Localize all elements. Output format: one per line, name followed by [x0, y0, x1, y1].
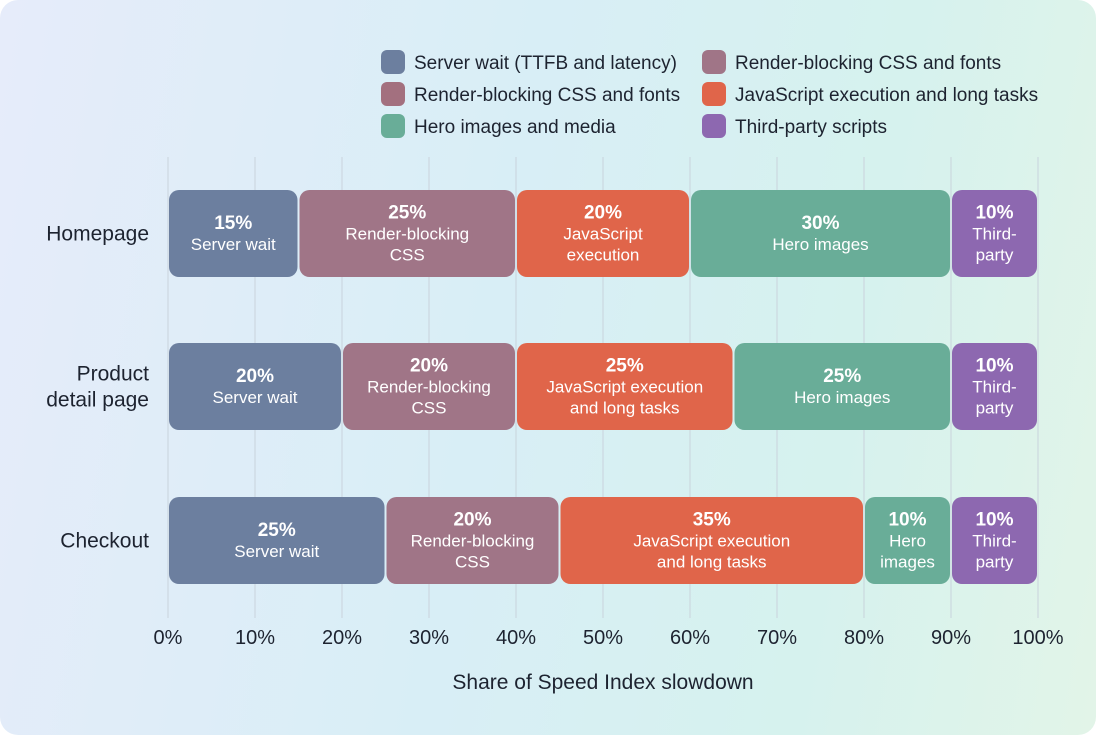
bar-value-label: 10% — [888, 510, 926, 531]
bar-segment-label: Third- — [972, 225, 1016, 244]
bar-segment-label: party — [976, 399, 1014, 418]
x-tick-label: 0% — [154, 627, 183, 649]
bar-value-label: 10% — [975, 356, 1013, 377]
bar-segment-label: Third- — [972, 378, 1016, 397]
legend-swatch — [381, 82, 405, 106]
x-tick-label: 60% — [670, 627, 710, 649]
bar-value-label: 10% — [975, 510, 1013, 531]
category-label: detail page — [46, 389, 149, 412]
legend-label: Third-party scripts — [735, 117, 887, 138]
x-tick-label: 10% — [235, 627, 275, 649]
bar-segment — [560, 497, 863, 584]
bar-segment-label: party — [976, 553, 1014, 572]
bar-value-label: 10% — [975, 203, 1013, 224]
legend-swatch — [702, 50, 726, 74]
bar-segment — [299, 190, 515, 277]
bar-segment — [952, 190, 1037, 277]
category-label: Checkout — [60, 530, 149, 553]
bar-segment-label: Server wait — [191, 235, 276, 254]
bar-segment — [865, 497, 950, 584]
bar-value-label: 20% — [584, 203, 622, 224]
bar-segment-label: images — [880, 553, 935, 572]
bar-segment — [952, 343, 1037, 430]
legend-label: Render-blocking CSS and fonts — [735, 53, 1001, 74]
bar-segment-label: JavaScript — [563, 225, 643, 244]
x-tick-label: 50% — [583, 627, 623, 649]
bar-segment-label: CSS — [412, 399, 447, 418]
legend-label: Server wait (TTFB and latency) — [414, 53, 677, 74]
x-tick-label: 40% — [496, 627, 536, 649]
bar-segment — [169, 497, 385, 584]
x-tick-label: 30% — [409, 627, 449, 649]
legend-label: Hero images and media — [414, 117, 616, 138]
bar-segment-label: Third- — [972, 532, 1016, 551]
bar-segment — [386, 497, 559, 584]
bar-segment-label: Hero images — [794, 388, 890, 407]
bar-value-label: 25% — [606, 356, 644, 377]
bar-segment-label: Server wait — [234, 542, 319, 561]
bar-segment-label: Hero — [889, 532, 926, 551]
legend-swatch — [702, 82, 726, 106]
bar-segment-label: execution — [567, 246, 640, 265]
bar-segment-label: Render-blocking — [411, 532, 535, 551]
bar-value-label: 35% — [693, 510, 731, 531]
bar-segment — [952, 497, 1037, 584]
bar-value-label: 15% — [214, 213, 252, 234]
x-tick-label: 80% — [844, 627, 884, 649]
bar-segment — [517, 190, 689, 277]
bar-segment-label: party — [976, 246, 1014, 265]
bar-segment-label: CSS — [390, 246, 425, 265]
bar-value-label: 20% — [453, 510, 491, 531]
bar-segment — [691, 190, 950, 277]
legend-label: JavaScript execution and long tasks — [735, 85, 1038, 106]
x-tick-label: 20% — [322, 627, 362, 649]
bar-segment — [517, 343, 733, 430]
bar-segment-label: JavaScript execution — [546, 378, 703, 397]
bar-segment-label: and long tasks — [570, 399, 680, 418]
bar-segment — [734, 343, 950, 430]
bar-segment-label: Render-blocking — [367, 378, 491, 397]
legend-label: Render-blocking CSS and fonts — [414, 85, 680, 106]
bar-segment-label: Server wait — [212, 388, 297, 407]
legend-swatch — [381, 114, 405, 138]
legend-swatch — [702, 114, 726, 138]
x-tick-label: 100% — [1012, 627, 1063, 649]
x-tick-label: 90% — [931, 627, 971, 649]
bar-segment-label: Render-blocking — [345, 225, 469, 244]
bar-segment-label: JavaScript execution — [633, 532, 790, 551]
bar-segment-label: and long tasks — [657, 553, 767, 572]
x-tick-label: 70% — [757, 627, 797, 649]
bar-segment-label: CSS — [455, 553, 490, 572]
bar-value-label: 25% — [823, 366, 861, 387]
bar-value-label: 20% — [236, 366, 274, 387]
legend-swatch — [381, 50, 405, 74]
bar-segment — [169, 190, 298, 277]
x-axis-title: Share of Speed Index slowdown — [452, 671, 753, 694]
bar-value-label: 25% — [258, 520, 296, 541]
category-label: Product — [77, 363, 150, 386]
bar-value-label: 20% — [410, 356, 448, 377]
bar-value-label: 25% — [388, 203, 426, 224]
bar-segment — [343, 343, 515, 430]
category-label: Homepage — [46, 223, 149, 246]
bar-segment-label: Hero images — [772, 235, 868, 254]
bar-segment — [169, 343, 341, 430]
bar-value-label: 30% — [801, 213, 839, 234]
